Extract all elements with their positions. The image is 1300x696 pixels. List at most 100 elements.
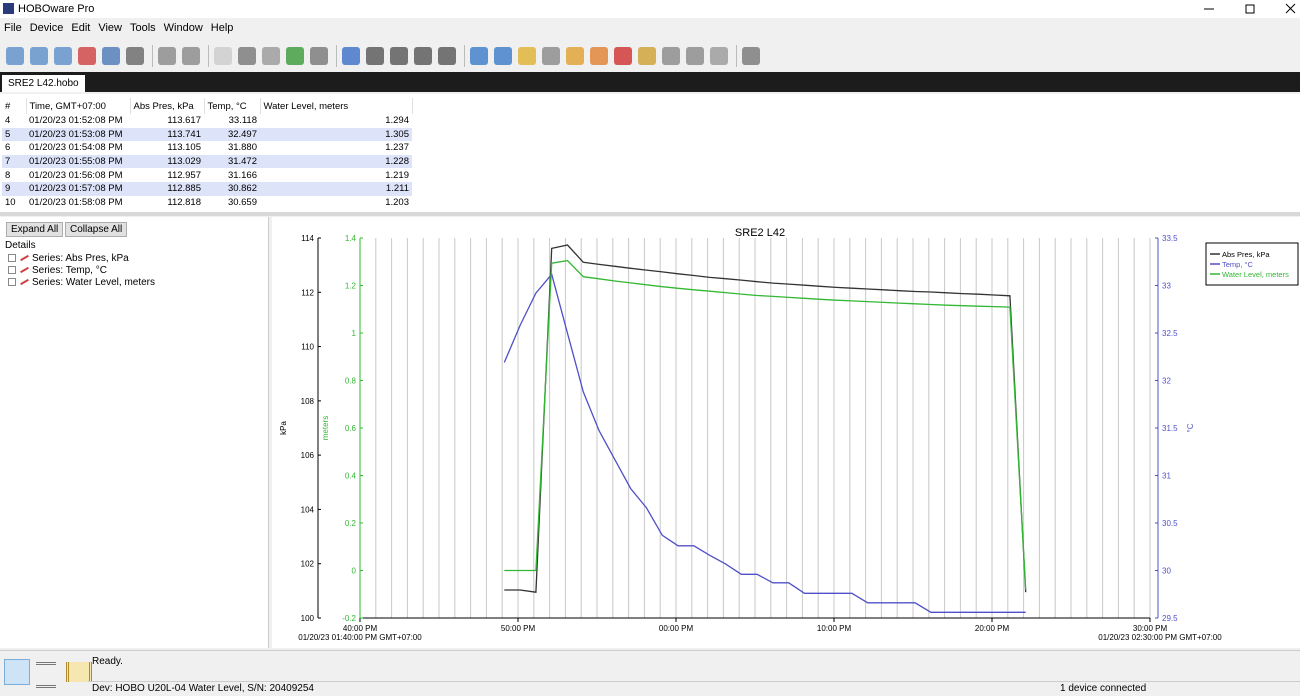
toolbar-button[interactable] bbox=[262, 47, 280, 65]
y-tick-label: 100 bbox=[301, 614, 315, 623]
tree-item[interactable]: Series: Temp, °C bbox=[8, 264, 155, 276]
table-cell: 01/20/23 01:53:08 PM bbox=[26, 127, 130, 142]
expand-box[interactable] bbox=[8, 278, 16, 286]
toolbar-button[interactable] bbox=[238, 47, 256, 65]
toolbar-button[interactable] bbox=[366, 47, 384, 65]
toolbar-button[interactable] bbox=[30, 47, 48, 65]
x-tick-label: 00:00 PM bbox=[659, 624, 694, 633]
toolbar-button[interactable] bbox=[542, 47, 560, 65]
view-button[interactable] bbox=[66, 662, 92, 682]
tree-text: Series: Abs Pres, kPa bbox=[32, 252, 129, 264]
toolbar-button[interactable] bbox=[742, 47, 760, 65]
toolbar-button[interactable] bbox=[78, 47, 96, 65]
toolbar-button[interactable] bbox=[414, 47, 432, 65]
toolbar-button[interactable] bbox=[158, 47, 176, 65]
menu-item[interactable]: View bbox=[98, 22, 122, 34]
table-cell: 7 bbox=[2, 154, 26, 169]
y-tick-label: 104 bbox=[301, 505, 315, 514]
toolbar-button[interactable] bbox=[286, 47, 304, 65]
toolbar bbox=[0, 40, 1300, 72]
toolbar-button[interactable] bbox=[126, 47, 144, 65]
table-row: 10 01/20/23 01:58:08 PM 112.818 30.659 1.203 bbox=[2, 196, 412, 210]
toolbar-button[interactable] bbox=[102, 47, 120, 65]
window-controls[interactable] bbox=[1190, 0, 1300, 18]
y2-tick-label: 1.2 bbox=[345, 282, 357, 291]
toolbar-button[interactable] bbox=[518, 47, 536, 65]
column-header[interactable]: # bbox=[2, 98, 27, 114]
toolbar-button[interactable] bbox=[638, 47, 656, 65]
toolbar-button[interactable] bbox=[390, 47, 408, 65]
y2-tick-label: 0.8 bbox=[345, 377, 357, 386]
toolbar-button[interactable] bbox=[438, 47, 456, 65]
menu-item[interactable]: Tools bbox=[129, 22, 156, 34]
toolbar-separator bbox=[736, 45, 737, 67]
view-button[interactable] bbox=[36, 662, 56, 688]
table-cell: 01/20/23 01:56:08 PM bbox=[29, 169, 123, 181]
document-tab[interactable]: SRE2 L42.hobo bbox=[2, 75, 85, 92]
table-cell: 113.105 bbox=[167, 142, 201, 154]
legend-box bbox=[1205, 242, 1299, 286]
toolbar-button[interactable] bbox=[590, 47, 608, 65]
table-cell: 8 bbox=[5, 169, 11, 181]
menu-item[interactable]: Device bbox=[29, 22, 64, 34]
tab-strip: SRE2 L42.hobo bbox=[0, 72, 1300, 92]
y2-tick-label: 1 bbox=[352, 329, 357, 338]
toolbar-button[interactable] bbox=[342, 47, 360, 65]
toolbar-button[interactable] bbox=[494, 47, 512, 65]
y2-axis-title: meters bbox=[321, 416, 330, 440]
series-line bbox=[504, 259, 1027, 590]
column-header[interactable]: Abs Pres, kPa bbox=[130, 98, 205, 114]
toolbar-button[interactable] bbox=[182, 47, 200, 65]
toolbar-button[interactable] bbox=[710, 47, 728, 65]
column-header[interactable]: Water Level, meters bbox=[260, 98, 413, 114]
status-text: Ready. bbox=[92, 656, 123, 667]
toolbar-button[interactable] bbox=[54, 47, 72, 65]
tree-item[interactable]: Series: Abs Pres, kPa bbox=[8, 252, 155, 264]
table-cell: 33.118 bbox=[228, 115, 257, 127]
table-cell: 113.741 bbox=[130, 127, 204, 142]
expand-button[interactable]: Expand All bbox=[6, 222, 64, 237]
x-tick-label: 50:00 PM bbox=[501, 624, 536, 633]
title-bar: HOBOware Pro bbox=[0, 0, 1300, 18]
collapse-button[interactable]: Collapse All bbox=[65, 222, 128, 237]
status-area: Ready. Dev: HOBO U20L-04 Water Level, S/… bbox=[0, 650, 1300, 696]
tree-item[interactable]: Series: Water Level, meters bbox=[8, 276, 155, 288]
legend-label: Abs Pres, kPa bbox=[1222, 250, 1270, 259]
tree: Series: Abs Pres, kPa Series: Temp, °C Ser… bbox=[8, 252, 155, 288]
y-tick-label: 102 bbox=[301, 560, 315, 569]
window-title: HOBOware Pro bbox=[18, 3, 95, 15]
table-row: 6 01/20/23 01:54:08 PM 113.105 31.880 1.237 bbox=[2, 141, 412, 155]
toolbar-separator bbox=[336, 45, 337, 67]
menu-item[interactable]: Window bbox=[163, 22, 203, 34]
toolbar-button[interactable] bbox=[310, 47, 328, 65]
tree-text: Series: Temp, °C bbox=[32, 264, 107, 276]
data-table: # Time, GMT+07:00 Abs Pres, kPa Temp, °C Wat… bbox=[2, 98, 413, 209]
column-header[interactable]: Temp, °C bbox=[204, 98, 261, 114]
y2-tick-label: 0 bbox=[352, 567, 357, 576]
legend-label: Water Level, meters bbox=[1222, 270, 1289, 279]
toolbar-button[interactable] bbox=[686, 47, 704, 65]
toolbar-button[interactable] bbox=[6, 47, 24, 65]
view-button[interactable] bbox=[4, 659, 30, 685]
chart-panel bbox=[272, 217, 1300, 648]
table-cell: 1.219 bbox=[385, 169, 409, 181]
menu-item[interactable]: Edit bbox=[71, 22, 91, 34]
table-row: 8 01/20/23 01:56:08 PM 112.957 31.166 1.219 bbox=[2, 168, 412, 182]
x-range-end: 01/20/23 02:30:00 PM GMT+07:00 bbox=[1098, 633, 1222, 642]
expand-box[interactable] bbox=[8, 266, 16, 274]
y3-axis-title: °C bbox=[1186, 423, 1195, 432]
expand-box[interactable] bbox=[8, 254, 16, 262]
toolbar-button[interactable] bbox=[662, 47, 680, 65]
table-cell: 112.957 bbox=[167, 169, 201, 181]
toolbar-button[interactable] bbox=[214, 47, 232, 65]
series-line bbox=[504, 244, 1027, 593]
column-header[interactable]: Time, GMT+07:00 bbox=[26, 98, 131, 114]
menu-item[interactable]: File bbox=[4, 22, 22, 34]
toolbar-button[interactable] bbox=[614, 47, 632, 65]
toolbar-button[interactable] bbox=[470, 47, 488, 65]
table-cell: 1.294 bbox=[385, 115, 409, 127]
toolbar-button[interactable] bbox=[566, 47, 584, 65]
y3-tick-label: 31 bbox=[1162, 472, 1171, 481]
menu-item[interactable]: Help bbox=[210, 22, 234, 34]
